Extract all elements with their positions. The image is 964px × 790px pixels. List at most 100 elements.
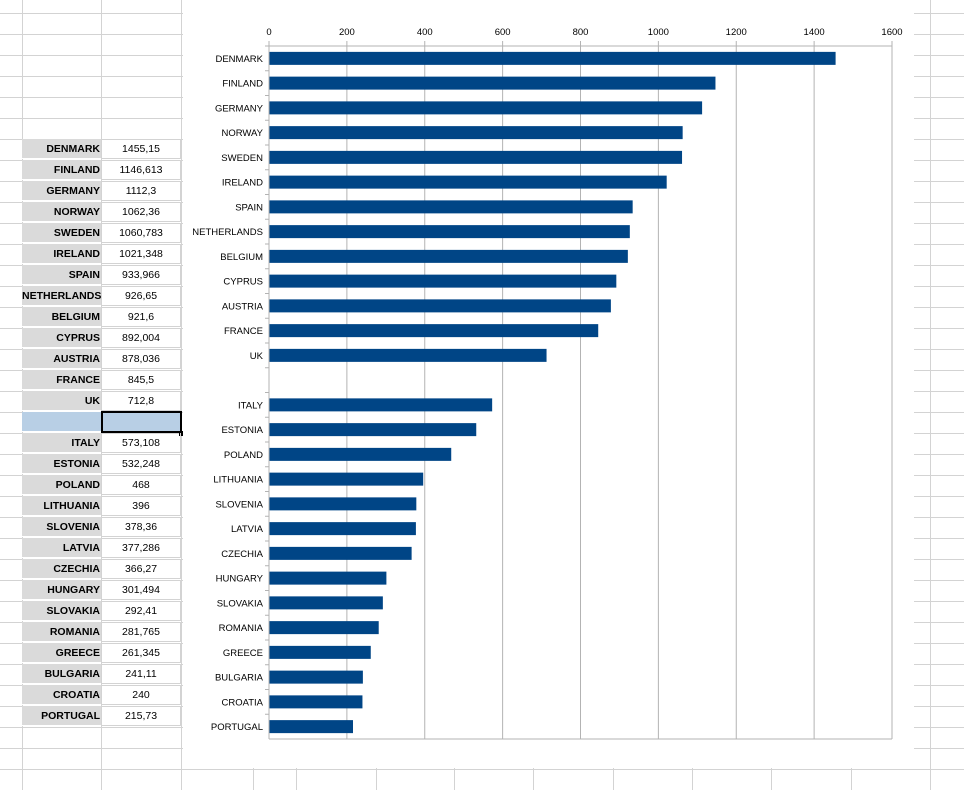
country-name-cell[interactable]: GERMANY bbox=[22, 181, 101, 201]
bar-latvia[interactable] bbox=[269, 522, 416, 536]
country-name-cell[interactable]: HUNGARY bbox=[22, 580, 101, 600]
country-name-cell[interactable]: PORTUGAL bbox=[22, 706, 101, 726]
value-cell[interactable]: 926,65 bbox=[102, 286, 181, 306]
country-name-cell[interactable]: ROMANIA bbox=[22, 622, 101, 642]
table-row[interactable]: SWEDEN 1060,783 bbox=[22, 223, 182, 244]
table-row[interactable]: DENMARK 1455,15 bbox=[22, 139, 182, 160]
value-cell[interactable]: 892,004 bbox=[102, 328, 181, 348]
table-row[interactable]: CROATIA 240 bbox=[22, 685, 182, 706]
country-name-cell[interactable]: FINLAND bbox=[22, 160, 101, 180]
bar-norway[interactable] bbox=[269, 126, 683, 140]
value-cell[interactable]: 1112,3 bbox=[102, 181, 181, 201]
bar-germany[interactable] bbox=[269, 101, 703, 115]
value-cell[interactable] bbox=[101, 411, 182, 433]
bar-poland[interactable] bbox=[269, 447, 452, 461]
value-cell[interactable]: 378,36 bbox=[102, 517, 181, 537]
table-row[interactable]: FRANCE 845,5 bbox=[22, 370, 182, 391]
country-name-cell[interactable]: BULGARIA bbox=[22, 664, 101, 684]
bar-romania[interactable] bbox=[269, 621, 379, 635]
bar-netherlands[interactable] bbox=[269, 225, 630, 239]
country-name-cell[interactable]: ESTONIA bbox=[22, 454, 101, 474]
value-cell[interactable]: 573,108 bbox=[102, 433, 181, 453]
bar-finland[interactable] bbox=[269, 76, 716, 90]
bar-croatia[interactable] bbox=[269, 695, 363, 709]
bar-slovenia[interactable] bbox=[269, 497, 417, 511]
country-name-cell[interactable]: LATVIA bbox=[22, 538, 101, 558]
country-name-cell[interactable]: NORWAY bbox=[22, 202, 101, 222]
bar-czechia[interactable] bbox=[269, 546, 412, 560]
bar-belgium[interactable] bbox=[269, 249, 628, 263]
value-cell[interactable]: 1455,15 bbox=[102, 139, 181, 159]
table-row[interactable]: PORTUGAL 215,73 bbox=[22, 706, 182, 727]
value-cell[interactable]: 240 bbox=[102, 685, 181, 705]
table-row[interactable]: SPAIN 933,966 bbox=[22, 265, 182, 286]
country-name-cell[interactable]: SPAIN bbox=[22, 265, 101, 285]
table-row[interactable]: LITHUANIA 396 bbox=[22, 496, 182, 517]
value-cell[interactable]: 366,27 bbox=[102, 559, 181, 579]
table-row[interactable]: NORWAY 1062,36 bbox=[22, 202, 182, 223]
country-name-cell[interactable]: SWEDEN bbox=[22, 223, 101, 243]
table-row[interactable]: SLOVAKIA 292,41 bbox=[22, 601, 182, 622]
country-name-cell[interactable]: IRELAND bbox=[22, 244, 101, 264]
table-row[interactable]: POLAND 468 bbox=[22, 475, 182, 496]
country-name-cell[interactable]: FRANCE bbox=[22, 370, 101, 390]
country-name-cell[interactable]: SLOVENIA bbox=[22, 517, 101, 537]
bar-chart[interactable]: 0 200 400 600 800 1000 1200 1400 1600 DENMARK FINL… bbox=[183, 0, 914, 768]
value-cell[interactable]: 396 bbox=[102, 496, 181, 516]
country-name-cell[interactable]: DENMARK bbox=[22, 139, 101, 159]
table-row[interactable]: LATVIA 377,286 bbox=[22, 538, 182, 559]
bar-ireland[interactable] bbox=[269, 175, 667, 189]
country-name-cell[interactable]: SLOVAKIA bbox=[22, 601, 101, 621]
country-name-cell[interactable]: CROATIA bbox=[22, 685, 101, 705]
value-cell[interactable]: 878,036 bbox=[102, 349, 181, 369]
bar-france[interactable] bbox=[269, 324, 599, 338]
country-name-cell[interactable]: BELGIUM bbox=[22, 307, 101, 327]
value-cell[interactable]: 468 bbox=[102, 475, 181, 495]
table-row[interactable]: GERMANY 1112,3 bbox=[22, 181, 182, 202]
country-name-cell[interactable]: CZECHIA bbox=[22, 559, 101, 579]
bar-cyprus[interactable] bbox=[269, 274, 617, 288]
country-name-cell[interactable]: ITALY bbox=[22, 433, 101, 453]
value-cell[interactable]: 921,6 bbox=[102, 307, 181, 327]
table-row[interactable]: ROMANIA 281,765 bbox=[22, 622, 182, 643]
country-name-cell[interactable]: POLAND bbox=[22, 475, 101, 495]
chart-panel[interactable]: 0 200 400 600 800 1000 1200 1400 1600 DENMARK FINL… bbox=[183, 0, 914, 768]
table-row[interactable]: CYPRUS 892,004 bbox=[22, 328, 182, 349]
value-cell[interactable]: 377,286 bbox=[102, 538, 181, 558]
value-cell[interactable]: 1146,613 bbox=[102, 160, 181, 180]
value-cell[interactable]: 215,73 bbox=[102, 706, 181, 726]
value-cell[interactable]: 933,966 bbox=[102, 265, 181, 285]
bar-spain[interactable] bbox=[269, 200, 633, 214]
fill-handle[interactable] bbox=[179, 431, 184, 436]
bar-slovakia[interactable] bbox=[269, 596, 383, 610]
table-row[interactable]: BELGIUM 921,6 bbox=[22, 307, 182, 328]
value-cell[interactable]: 532,248 bbox=[102, 454, 181, 474]
bar-portugal[interactable] bbox=[269, 720, 353, 734]
bar-sweden[interactable] bbox=[269, 150, 683, 164]
table-row[interactable]: FINLAND 1146,613 bbox=[22, 160, 182, 181]
table-row[interactable]: SLOVENIA 378,36 bbox=[22, 517, 182, 538]
bar-greece[interactable] bbox=[269, 645, 371, 659]
country-name-cell[interactable]: CYPRUS bbox=[22, 328, 101, 348]
table-row[interactable]: ESTONIA 532,248 bbox=[22, 454, 182, 475]
table-row[interactable]: AUSTRIA 878,036 bbox=[22, 349, 182, 370]
table-row[interactable]: IRELAND 1021,348 bbox=[22, 244, 182, 265]
table-row[interactable]: GREECE 261,345 bbox=[22, 643, 182, 664]
value-cell[interactable]: 845,5 bbox=[102, 370, 181, 390]
value-cell[interactable]: 261,345 bbox=[102, 643, 181, 663]
bar-hungary[interactable] bbox=[269, 571, 387, 585]
country-name-cell[interactable]: AUSTRIA bbox=[22, 349, 101, 369]
country-name-cell[interactable]: LITHUANIA bbox=[22, 496, 101, 516]
value-cell[interactable]: 292,41 bbox=[102, 601, 181, 621]
bar-bulgaria[interactable] bbox=[269, 670, 363, 684]
bar-uk[interactable] bbox=[269, 348, 547, 362]
bar-estonia[interactable] bbox=[269, 423, 477, 437]
table-row-selected[interactable] bbox=[22, 411, 184, 436]
table-row[interactable]: CZECHIA 366,27 bbox=[22, 559, 182, 580]
bar-austria[interactable] bbox=[269, 299, 611, 313]
table-row[interactable]: UK 712,8 bbox=[22, 391, 182, 412]
value-cell[interactable]: 241,11 bbox=[102, 664, 181, 684]
value-cell[interactable]: 281,765 bbox=[102, 622, 181, 642]
table-row[interactable]: BULGARIA 241,11 bbox=[22, 664, 182, 685]
value-cell[interactable]: 1062,36 bbox=[102, 202, 181, 222]
